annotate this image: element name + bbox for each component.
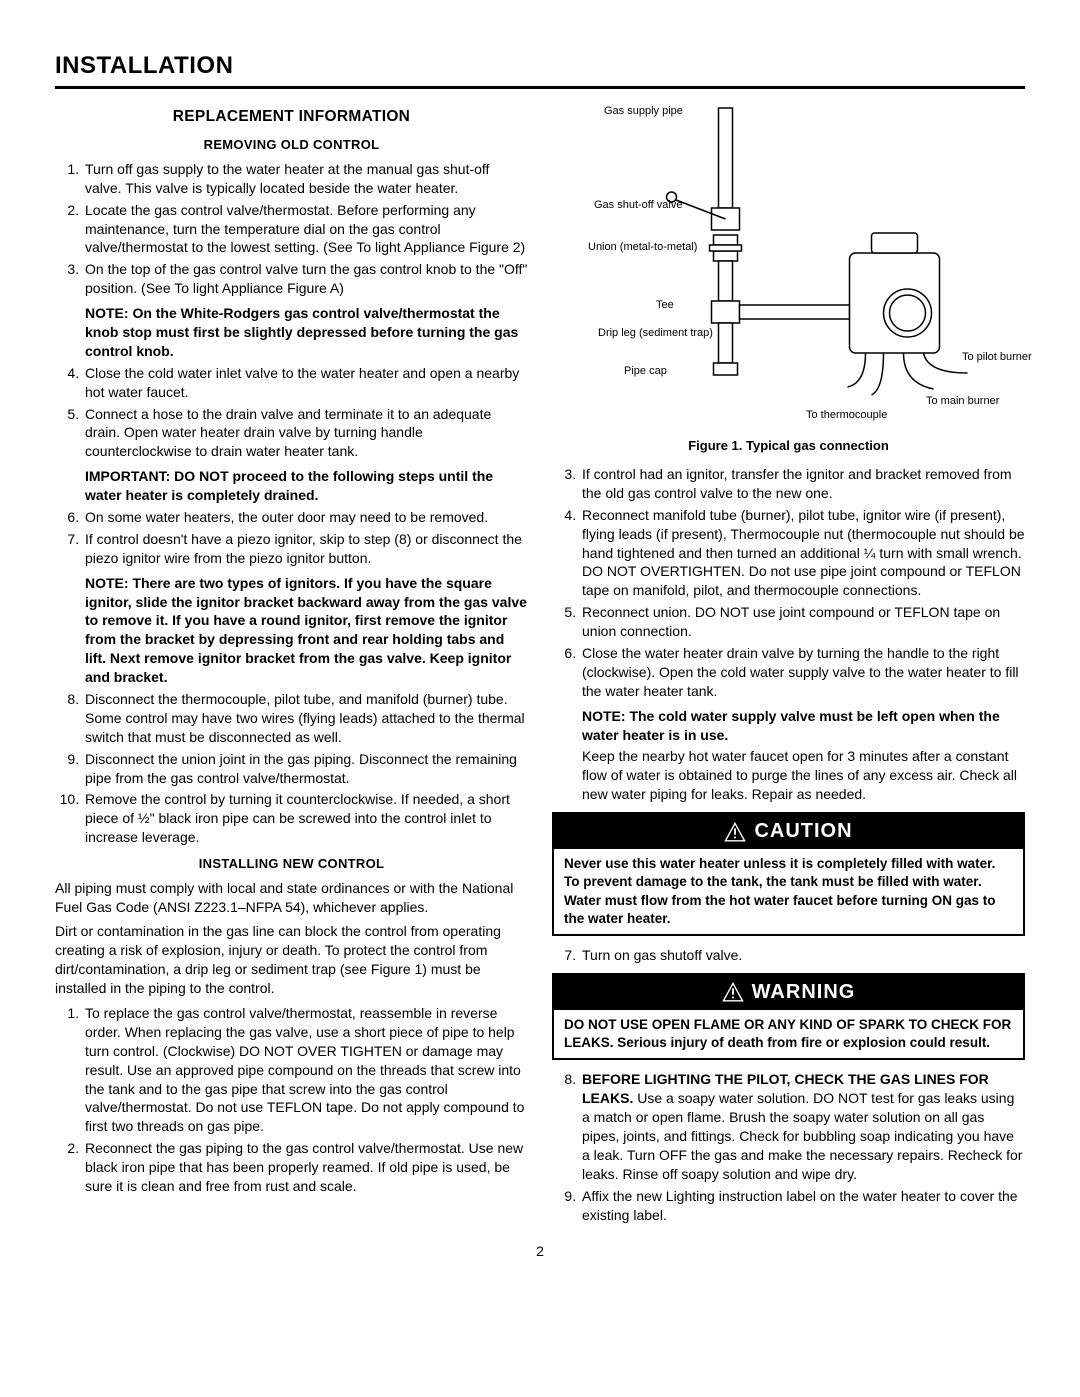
installing-intro-1: All piping must comply with local and st… (55, 879, 528, 917)
two-column-layout: REPLACEMENT INFORMATION REMOVING OLD CON… (55, 103, 1025, 1230)
label-shutoff: Gas shut-off valve (594, 199, 680, 211)
section-header: INSTALLATION (55, 50, 1025, 89)
caution-box: CAUTION Never use this water heater unle… (552, 812, 1025, 936)
removing-step: Remove the control by turning it counter… (83, 790, 528, 847)
warning-header: WARNING (554, 975, 1023, 1010)
removing-heading: REMOVING OLD CONTROL (55, 136, 528, 154)
para-after-6: Keep the nearby hot water faucet open fo… (580, 747, 1025, 804)
installing-step-8: BEFORE LIGHTING THE PILOT, CHECK THE GAS… (580, 1070, 1025, 1183)
removing-list-4-5: Close the cold water inlet valve to the … (55, 364, 528, 461)
label-gas-supply: Gas supply pipe (604, 105, 674, 117)
replacement-title: REPLACEMENT INFORMATION (55, 107, 528, 128)
removing-step: Locate the gas control valve/thermostat.… (83, 201, 528, 258)
removing-step: On some water heaters, the outer door ma… (83, 508, 528, 527)
left-column: REPLACEMENT INFORMATION REMOVING OLD CON… (55, 103, 528, 1230)
removing-step: Close the cold water inlet valve to the … (83, 364, 528, 402)
label-tee: Tee (656, 299, 674, 311)
note-after-3: NOTE: On the White-Rodgers gas control v… (83, 304, 528, 361)
warning-body: DO NOT USE OPEN FLAME OR ANY KIND OF SPA… (554, 1010, 1023, 1058)
removing-step: Turn off gas supply to the water heater … (83, 160, 528, 198)
removing-list-1-3: Turn off gas supply to the water heater … (55, 160, 528, 298)
installing-step: Reconnect the gas piping to the gas cont… (83, 1139, 528, 1196)
label-thermo: To thermocouple (806, 409, 887, 421)
removing-list-6-7: On some water heaters, the outer door ma… (55, 508, 528, 568)
warning-triangle-icon (724, 822, 746, 842)
installing-intro-2: Dirt or contamination in the gas line ca… (55, 922, 528, 998)
installing-heading: INSTALLING NEW CONTROL (55, 855, 528, 873)
note-after-7: NOTE: There are two types of ignitors. I… (83, 574, 528, 687)
label-pilot: To pilot burner (962, 351, 1032, 363)
installing-step: Close the water heater drain valve by tu… (580, 644, 1025, 701)
note-after-6: NOTE: The cold water supply valve must b… (580, 707, 1025, 745)
installing-step: Turn on gas shutoff valve. (580, 946, 1025, 965)
caution-header: CAUTION (554, 814, 1023, 849)
installing-step: Affix the new Lighting instruction label… (580, 1187, 1025, 1225)
installing-step: Reconnect manifold tube (burner), pilot … (580, 506, 1025, 600)
section-title: INSTALLATION (55, 50, 1025, 82)
installing-step: To replace the gas control valve/thermos… (83, 1004, 528, 1136)
installing-list-7: Turn on gas shutoff valve. (552, 946, 1025, 965)
caution-label: CAUTION (754, 818, 852, 845)
label-drip: Drip leg (sediment trap) (598, 327, 686, 339)
installing-step: If control had an ignitor, transfer the … (580, 465, 1025, 503)
removing-list-8-10: Disconnect the thermocouple, pilot tube,… (55, 690, 528, 847)
important-after-5: IMPORTANT: DO NOT proceed to the followi… (83, 467, 528, 505)
right-column: Gas supply pipe Gas shut-off valve Union… (552, 103, 1025, 1230)
installing-list-8-9: BEFORE LIGHTING THE PILOT, CHECK THE GAS… (552, 1070, 1025, 1224)
installing-list-left: To replace the gas control valve/thermos… (55, 1004, 528, 1196)
installing-list-3-6: If control had an ignitor, transfer the … (552, 465, 1025, 701)
warning-box: WARNING DO NOT USE OPEN FLAME OR ANY KIN… (552, 973, 1025, 1060)
gas-connection-svg (552, 103, 1025, 433)
step8-rest: Use a soapy water solution. DO NOT test … (582, 1090, 1022, 1182)
label-union: Union (metal-to-metal) (588, 241, 682, 253)
removing-step: On the top of the gas control valve turn… (83, 260, 528, 298)
installing-step: Reconnect union. DO NOT use joint compou… (580, 603, 1025, 641)
removing-step: Disconnect the thermocouple, pilot tube,… (83, 690, 528, 747)
section-rule (55, 86, 1025, 89)
warning-label: WARNING (752, 979, 856, 1006)
label-main: To main burner (926, 395, 999, 407)
warning-triangle-icon (722, 982, 744, 1002)
figure-1-diagram: Gas supply pipe Gas shut-off valve Union… (552, 103, 1025, 433)
caution-body: Never use this water heater unless it is… (554, 849, 1023, 934)
label-cap: Pipe cap (624, 365, 667, 377)
figure-1-caption: Figure 1. Typical gas connection (552, 437, 1025, 455)
removing-step: Disconnect the union joint in the gas pi… (83, 750, 528, 788)
removing-step: Connect a hose to the drain valve and te… (83, 405, 528, 462)
page-number: 2 (55, 1242, 1025, 1261)
removing-step: If control doesn't have a piezo ignitor,… (83, 530, 528, 568)
